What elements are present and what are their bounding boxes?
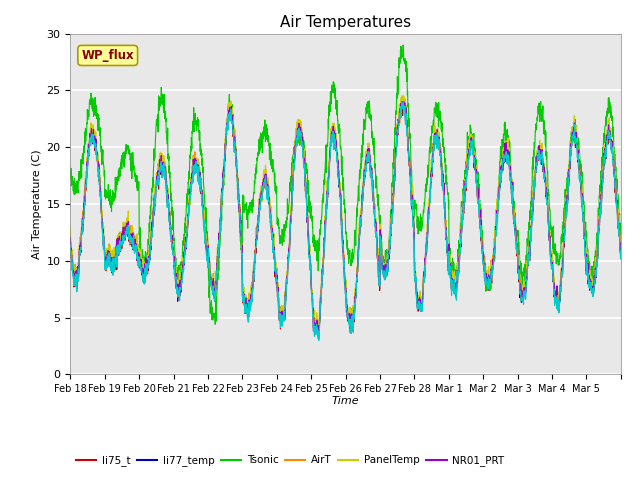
Text: WP_flux: WP_flux [81,49,134,62]
Y-axis label: Air Temperature (C): Air Temperature (C) [33,149,42,259]
X-axis label: Time: Time [332,396,360,406]
Title: Air Temperatures: Air Temperatures [280,15,411,30]
